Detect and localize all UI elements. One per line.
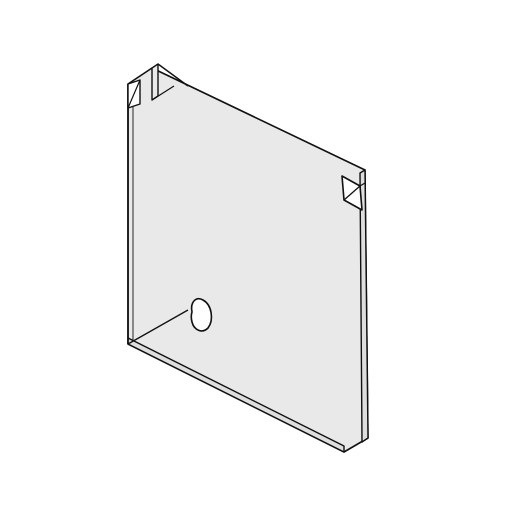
tab-fold-line [151, 85, 175, 101]
left-slot-diagonal [127, 79, 141, 109]
right-slot-diagonal [343, 185, 361, 201]
plate-face [127, 67, 369, 453]
mounting-hole [190, 297, 213, 332]
top-bent-tab [151, 63, 159, 101]
right-slot-depth [359, 182, 366, 187]
right-edge-thickness [359, 169, 369, 443]
crease-line [127, 309, 189, 345]
tab-top-edge [157, 63, 189, 87]
